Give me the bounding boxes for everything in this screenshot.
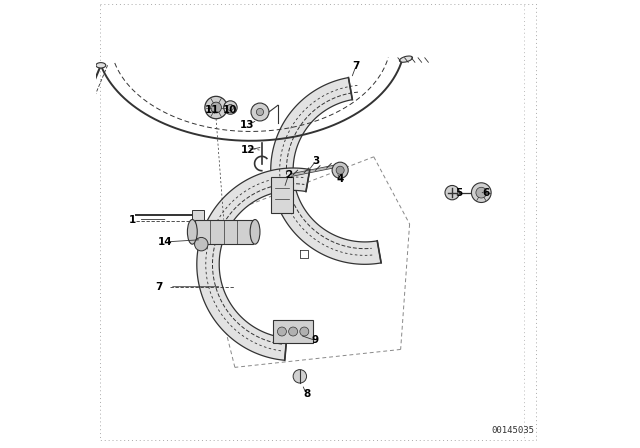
Text: 11: 11 xyxy=(204,105,219,115)
Text: 4: 4 xyxy=(337,174,344,184)
Circle shape xyxy=(211,102,221,113)
Circle shape xyxy=(289,327,298,336)
Ellipse shape xyxy=(250,220,260,244)
Text: 2: 2 xyxy=(285,170,292,180)
Text: 13: 13 xyxy=(240,121,255,130)
Text: 5: 5 xyxy=(455,188,463,198)
Circle shape xyxy=(476,187,486,198)
Circle shape xyxy=(227,104,234,111)
Text: 12: 12 xyxy=(241,145,255,155)
Circle shape xyxy=(293,370,307,383)
Text: 3: 3 xyxy=(312,156,319,166)
Text: 9: 9 xyxy=(312,336,319,345)
Circle shape xyxy=(300,327,309,336)
Bar xyxy=(273,320,314,343)
Text: 14: 14 xyxy=(158,237,173,247)
Text: 1: 1 xyxy=(129,215,136,224)
Circle shape xyxy=(278,327,287,336)
Circle shape xyxy=(224,101,237,114)
Polygon shape xyxy=(271,78,381,264)
Bar xyxy=(195,220,253,244)
Text: 6: 6 xyxy=(482,188,490,198)
Circle shape xyxy=(472,183,491,202)
Bar xyxy=(271,177,293,213)
Text: 8: 8 xyxy=(303,389,310,399)
Ellipse shape xyxy=(96,63,106,68)
Circle shape xyxy=(205,96,227,119)
Ellipse shape xyxy=(399,56,413,62)
Text: 00145035: 00145035 xyxy=(491,426,534,435)
Circle shape xyxy=(251,103,269,121)
Circle shape xyxy=(195,237,208,251)
Text: 10: 10 xyxy=(223,105,237,115)
Text: 7: 7 xyxy=(352,61,360,71)
Circle shape xyxy=(336,166,344,174)
Text: 7: 7 xyxy=(155,282,163,292)
Circle shape xyxy=(257,108,264,116)
Circle shape xyxy=(445,185,460,200)
Ellipse shape xyxy=(188,220,197,244)
Circle shape xyxy=(332,162,348,178)
Polygon shape xyxy=(197,168,310,360)
Bar xyxy=(192,210,204,221)
